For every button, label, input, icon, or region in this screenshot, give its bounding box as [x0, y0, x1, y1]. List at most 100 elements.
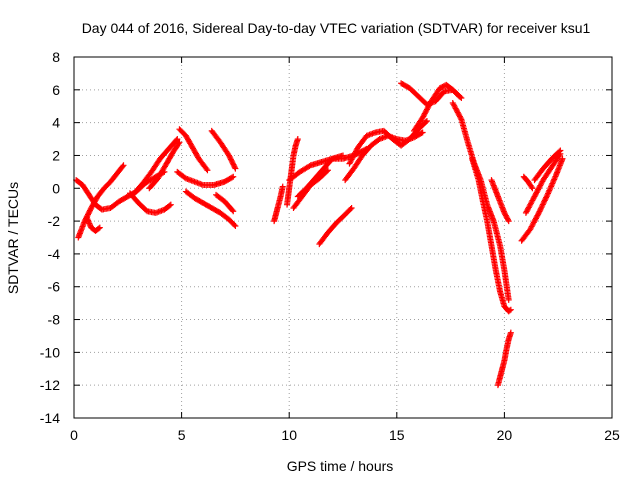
series-arc12: [271, 183, 286, 225]
y-tick-label: 8: [52, 49, 60, 65]
data-point: [203, 165, 210, 172]
data-point: [557, 147, 564, 154]
data-point: [538, 204, 545, 211]
data-point: [85, 210, 92, 217]
y-tick-label: 4: [52, 115, 60, 131]
series-arc16: [294, 152, 346, 200]
data-point: [537, 207, 544, 214]
data-point: [347, 206, 354, 213]
data-point: [306, 163, 313, 170]
data-point: [539, 202, 546, 209]
data-point: [228, 157, 235, 164]
data-point: [542, 196, 549, 203]
series-arc17: [316, 204, 355, 248]
data-point: [167, 201, 174, 208]
series-arc09: [182, 188, 239, 230]
data-point: [232, 223, 239, 230]
data-point: [229, 160, 236, 167]
data-point: [324, 167, 331, 174]
x-tick-label: 25: [604, 427, 620, 443]
y-tick-label: -14: [40, 410, 60, 426]
data-point: [323, 168, 330, 175]
series-arc26: [518, 155, 566, 244]
data-point: [166, 202, 173, 209]
data-point: [505, 296, 512, 303]
y-tick-label: 2: [52, 147, 60, 163]
series-arc29: [520, 173, 536, 192]
series-arc11: [213, 191, 237, 215]
data-point: [507, 306, 514, 313]
data-point: [175, 140, 182, 147]
data-point: [556, 148, 563, 155]
x-tick-label: 15: [389, 427, 405, 443]
series-arc07: [174, 168, 237, 188]
data-point: [455, 92, 462, 99]
data-point: [204, 167, 211, 174]
data-point: [505, 218, 512, 225]
series-arc01: [73, 168, 168, 213]
series-arc22: [449, 99, 512, 303]
plot-frame: [73, 56, 613, 419]
grid: [74, 57, 612, 418]
data-point: [119, 163, 126, 170]
plot-points: [73, 80, 566, 389]
data-point: [422, 119, 429, 126]
data-point: [229, 174, 236, 181]
y-tick-label: -4: [48, 246, 61, 262]
data-point: [528, 183, 535, 190]
data-point: [537, 205, 544, 212]
series-arc21: [398, 80, 463, 108]
data-point: [231, 162, 238, 169]
data-point: [543, 193, 550, 200]
data-point: [529, 185, 536, 192]
data-point: [418, 130, 425, 137]
series-arc23: [469, 155, 514, 315]
data-point: [294, 136, 301, 143]
data-point: [120, 162, 127, 169]
x-tick-label: 20: [497, 427, 513, 443]
ticks: 0 5 10 15 20 25 -14 -12 -10 -8 -6 -4 -2 0 2 4 6 8: [40, 49, 620, 443]
data-point: [229, 159, 236, 166]
data-point: [540, 200, 547, 207]
data-point: [541, 198, 548, 205]
series-arc03: [83, 214, 103, 234]
data-point: [174, 136, 181, 143]
data-point: [230, 173, 237, 180]
x-tick-label: 10: [281, 427, 297, 443]
series-arc19: [346, 117, 430, 167]
series-arc27: [522, 150, 564, 216]
series-arc28: [531, 147, 564, 184]
y-tick-label: 0: [52, 180, 60, 196]
data-point: [229, 207, 236, 214]
y-tick-label: -6: [48, 279, 61, 295]
data-point: [95, 225, 102, 232]
data-point: [559, 155, 566, 162]
data-point: [539, 201, 546, 208]
y-tick-label: -2: [48, 213, 61, 229]
series-arc24: [488, 177, 512, 225]
data-point: [504, 216, 511, 223]
data-point: [543, 194, 550, 201]
chart-title: Day 044 of 2016, Sidereal Day-to-day VTE…: [82, 20, 591, 36]
data-point: [541, 197, 548, 204]
series-arc06: [146, 139, 183, 192]
data-point: [419, 129, 426, 136]
data-point: [457, 114, 464, 121]
x-tick-label: 5: [178, 427, 186, 443]
data-point: [173, 137, 180, 144]
data-point: [456, 93, 463, 100]
y-tick-label: -8: [48, 312, 61, 328]
data-point: [535, 209, 542, 216]
data-point: [423, 117, 430, 124]
y-tick-label: -10: [40, 344, 60, 360]
data-point: [227, 155, 234, 162]
series-arc04: [126, 190, 174, 216]
data-point: [230, 208, 237, 215]
data-point: [348, 204, 355, 211]
data-point: [226, 153, 233, 160]
data-point: [225, 152, 232, 159]
data-point: [96, 224, 103, 231]
series-arc08: [176, 126, 211, 174]
y-tick-label: -12: [40, 377, 60, 393]
